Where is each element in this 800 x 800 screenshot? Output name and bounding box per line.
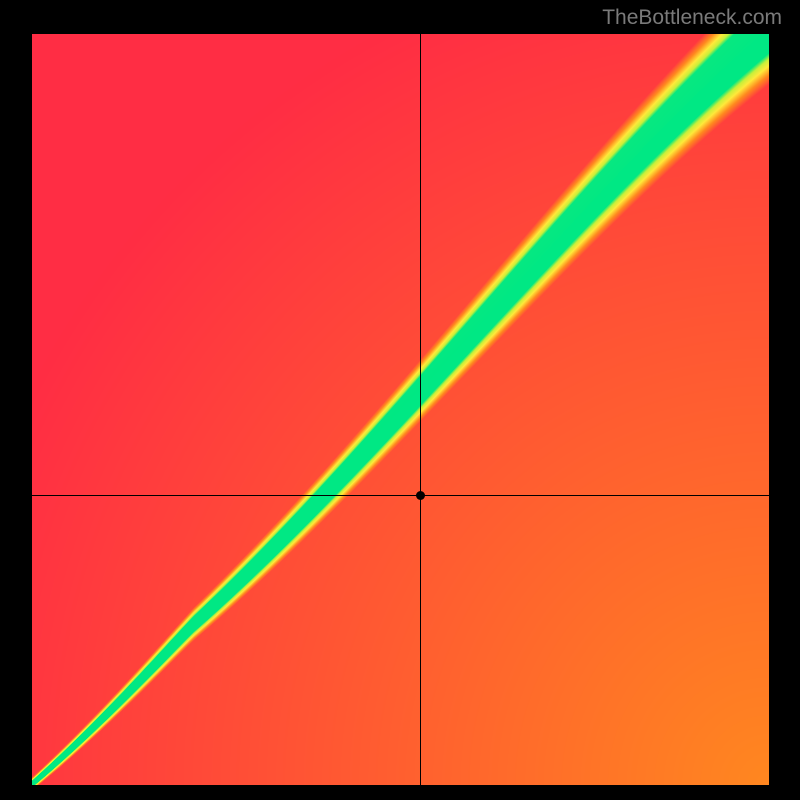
bottleneck-heatmap — [32, 34, 769, 785]
crosshair-vertical — [420, 34, 421, 785]
crosshair-marker — [416, 491, 425, 500]
crosshair-horizontal — [32, 495, 769, 496]
chart-container: { "watermark": { "text": "TheBottleneck.… — [0, 0, 800, 800]
watermark-text: TheBottleneck.com — [602, 6, 782, 30]
